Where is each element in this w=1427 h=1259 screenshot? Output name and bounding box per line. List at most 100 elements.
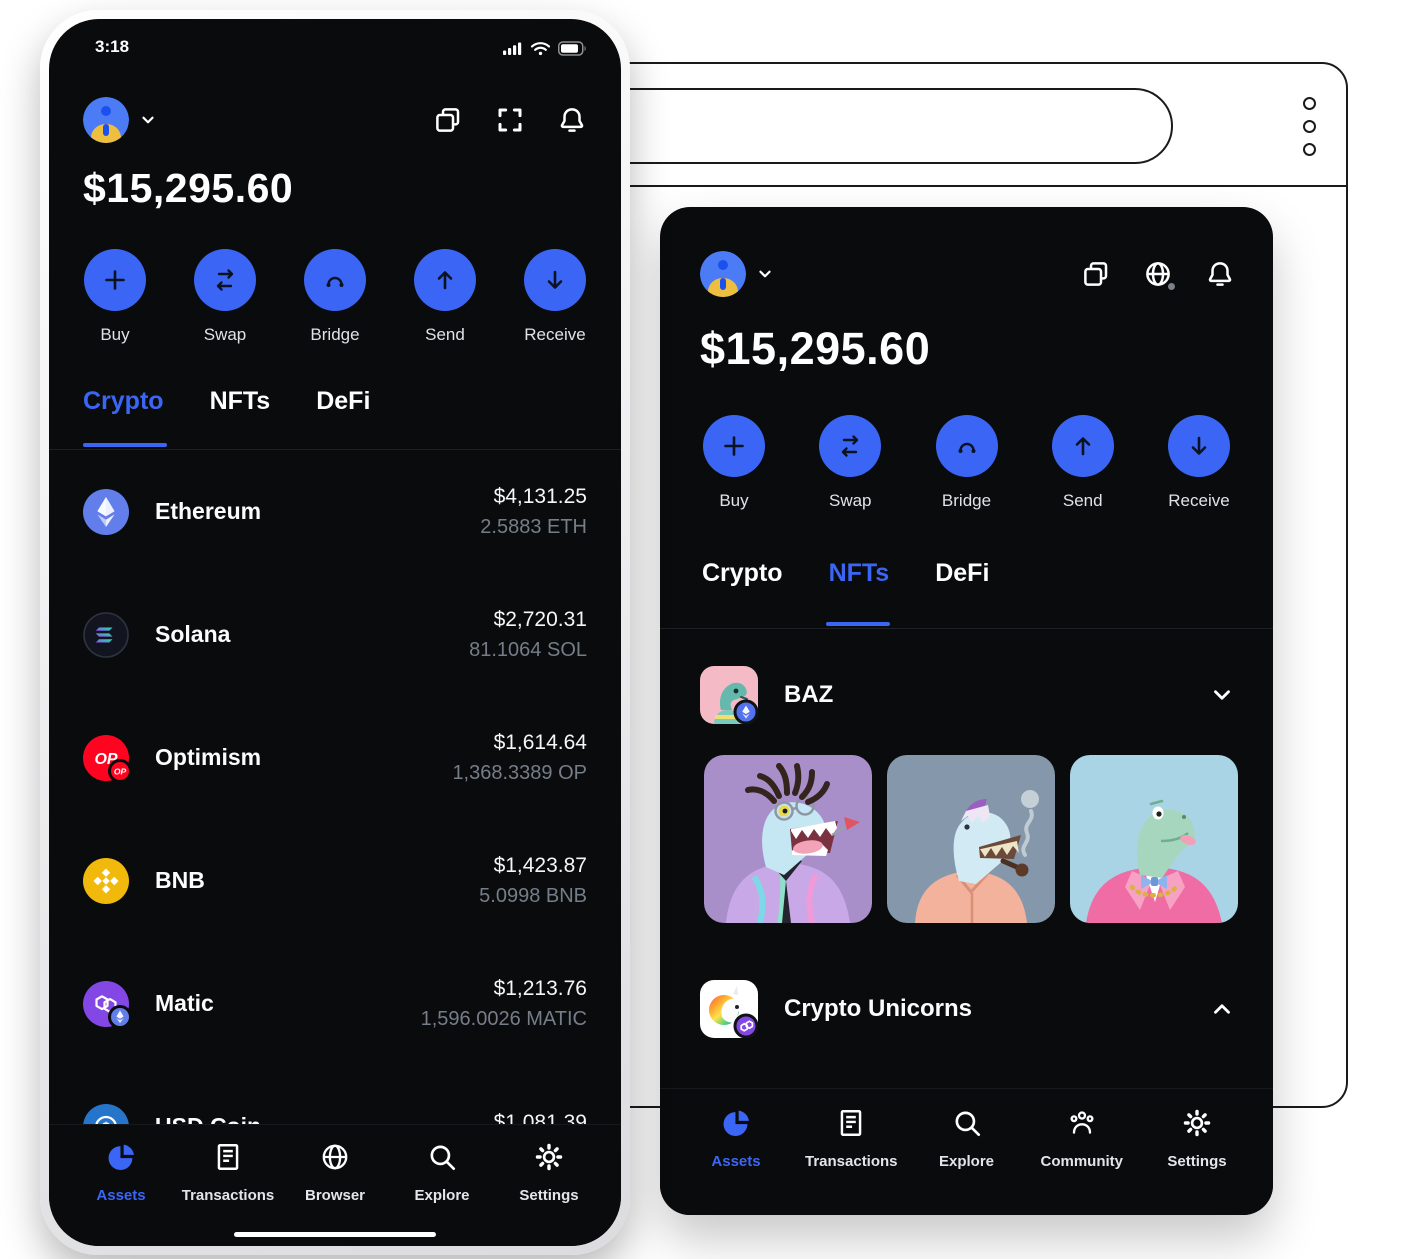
network-globe-icon[interactable] xyxy=(1143,259,1178,293)
active-tab-underline xyxy=(83,443,167,447)
nav-settings[interactable]: Settings xyxy=(503,1141,595,1204)
tab-nfts[interactable]: NFTs xyxy=(209,387,271,415)
asset-usd-value: $1,614.64 xyxy=(493,730,587,754)
browser-menu-icon[interactable] xyxy=(1303,97,1316,156)
nav-explore[interactable]: Explore xyxy=(396,1141,488,1204)
chevron-up-icon[interactable] xyxy=(1209,996,1235,1022)
bridge-button[interactable]: Bridge xyxy=(299,249,371,345)
nav-settings[interactable]: Settings xyxy=(1151,1107,1243,1215)
tab-defi[interactable]: DeFi xyxy=(316,387,371,415)
assets-pie-icon xyxy=(720,1107,752,1144)
swap-icon xyxy=(819,415,882,477)
asset-row-solana[interactable]: Solana $2,720.31 81.1064 SOL xyxy=(83,573,587,696)
asset-usd-value: $1,213.76 xyxy=(493,976,587,1000)
buy-button[interactable]: Buy xyxy=(698,415,770,511)
account-chevron-down-icon[interactable] xyxy=(756,265,774,283)
notifications-bell-icon[interactable] xyxy=(557,105,587,135)
nft-collection-crypto-unicorns[interactable]: Crypto Unicorns xyxy=(700,971,1235,1047)
arrow-down-icon xyxy=(1168,415,1230,477)
nft-image-baz-3[interactable] xyxy=(1070,755,1238,923)
menu-dot xyxy=(1303,97,1316,110)
nav-community[interactable]: Community xyxy=(1036,1107,1128,1215)
nft-image-baz-1[interactable] xyxy=(704,755,872,923)
collection-name: Crypto Unicorns xyxy=(784,995,973,1022)
asset-native-value: 5.0998 BNB xyxy=(479,884,587,907)
portfolio-balance: $15,295.60 xyxy=(83,165,294,211)
bridge-icon xyxy=(304,249,366,311)
nav-transactions[interactable]: Transactions xyxy=(182,1141,274,1204)
chevron-down-icon[interactable] xyxy=(1209,682,1235,708)
asset-row-optimism[interactable]: OP OP Optimism $1,614.64 1,368.3389 OP xyxy=(83,696,587,819)
right-app-header xyxy=(700,251,1235,297)
send-button[interactable]: Send xyxy=(1047,415,1119,511)
plus-icon xyxy=(84,249,146,311)
quick-actions: Buy Swap Bridge Send xyxy=(698,415,1235,511)
network-status-dot xyxy=(1165,280,1178,293)
account-chevron-down-icon[interactable] xyxy=(139,111,157,129)
nav-browser[interactable]: Browser xyxy=(289,1141,381,1204)
send-button[interactable]: Send xyxy=(409,249,481,345)
asset-row-matic[interactable]: Matic $1,213.76 1,596.0026 MATIC xyxy=(83,942,587,1065)
status-bar-time: 3:18 xyxy=(95,37,130,56)
explore-search-icon xyxy=(951,1107,983,1144)
divider xyxy=(49,449,621,450)
browser-toolbar xyxy=(502,64,1346,187)
asset-native-value: 81.1064 SOL xyxy=(469,638,587,661)
nav-explore[interactable]: Explore xyxy=(921,1107,1013,1215)
home-indicator[interactable] xyxy=(234,1232,436,1237)
quick-actions: Buy Swap Bridge xyxy=(79,249,591,345)
menu-dot xyxy=(1303,143,1316,156)
left-bottom-nav: Assets Transactions Browser xyxy=(49,1124,621,1246)
settings-gear-icon xyxy=(1181,1107,1213,1144)
buy-button[interactable]: Buy xyxy=(79,249,151,345)
browser-globe-icon xyxy=(319,1141,351,1178)
transactions-document-icon xyxy=(212,1141,244,1178)
tab-crypto[interactable]: Crypto xyxy=(83,387,164,415)
battery-icon xyxy=(558,41,587,61)
tab-defi[interactable]: DeFi xyxy=(935,559,990,587)
plus-icon xyxy=(703,415,765,477)
divider xyxy=(660,628,1273,629)
asset-usd-value: $2,720.31 xyxy=(493,607,587,631)
nft-card-grid xyxy=(704,755,1238,923)
copy-address-icon[interactable] xyxy=(433,105,463,135)
copy-address-icon[interactable] xyxy=(1081,259,1111,289)
nav-assets[interactable]: Assets xyxy=(75,1141,167,1204)
tab-crypto[interactable]: Crypto xyxy=(702,559,783,587)
settings-gear-icon xyxy=(533,1141,565,1178)
arrow-up-icon xyxy=(414,249,476,311)
tab-nfts[interactable]: NFTs xyxy=(828,559,890,587)
bridge-button[interactable]: Bridge xyxy=(931,415,1003,511)
nav-transactions[interactable]: Transactions xyxy=(805,1107,898,1215)
receive-button[interactable]: Receive xyxy=(1163,415,1235,511)
solana-icon xyxy=(83,611,129,658)
crypto-asset-list: Ethereum $4,131.25 2.5883 ETH xyxy=(83,450,587,1188)
scan-qr-icon[interactable] xyxy=(495,105,525,135)
cellular-signal-icon xyxy=(503,41,523,61)
avatar[interactable] xyxy=(83,97,129,143)
asset-usd-value: $1,423.87 xyxy=(493,853,587,877)
portfolio-balance: $15,295.60 xyxy=(700,323,931,374)
swap-button[interactable]: Swap xyxy=(814,415,886,511)
nft-collection-baz[interactable]: BAZ xyxy=(700,657,1235,733)
optimism-icon: OP OP xyxy=(83,734,132,783)
status-bar-icons xyxy=(503,41,587,61)
notifications-bell-icon[interactable] xyxy=(1205,259,1235,289)
swap-button[interactable]: Swap xyxy=(189,249,261,345)
nav-assets[interactable]: Assets xyxy=(690,1107,782,1215)
wifi-icon xyxy=(530,41,551,61)
avatar[interactable] xyxy=(700,251,746,297)
bnb-icon xyxy=(83,857,129,904)
collection-name: BAZ xyxy=(784,681,834,708)
receive-button[interactable]: Receive xyxy=(519,249,591,345)
left-phone-screen: 3:18 xyxy=(49,19,621,1246)
asset-tabs: Crypto NFTs DeFi xyxy=(702,559,989,588)
asset-row-bnb[interactable]: BNB $1,423.87 5.0998 BNB xyxy=(83,819,587,942)
nft-image-baz-2[interactable] xyxy=(887,755,1055,923)
svg-text:OP: OP xyxy=(114,766,127,776)
asset-native-value: 2.5883 ETH xyxy=(480,515,587,538)
asset-row-ethereum[interactable]: Ethereum $4,131.25 2.5883 ETH xyxy=(83,450,587,573)
asset-native-value: 1,596.0026 MATIC xyxy=(420,1007,587,1030)
right-bottom-nav: Assets Transactions Explore Community xyxy=(660,1088,1273,1215)
